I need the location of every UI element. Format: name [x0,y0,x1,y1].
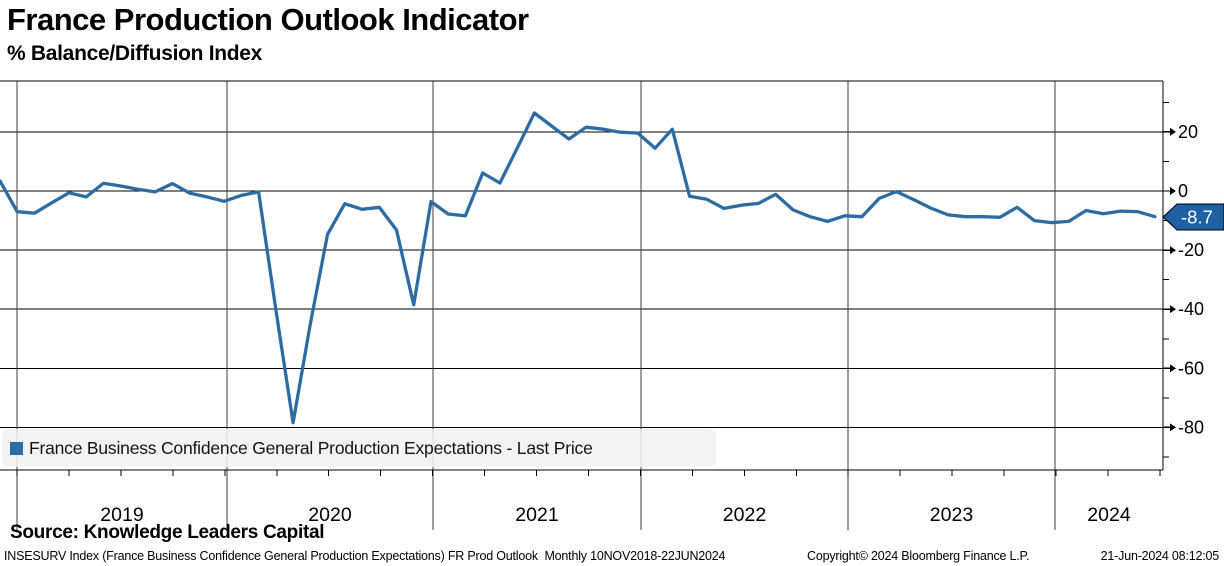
footer-timestamp: 21-Jun-2024 08:12:05 [1100,549,1220,563]
legend-series-marker-icon [10,441,23,455]
y-axis-tick-label: -80 [1178,417,1204,437]
gridlines: 20 0 -20 -40 -60 -80 [0,80,1204,530]
x-axis-year-label: 2019 [100,504,143,526]
y-axis-tick-label: 20 [1178,122,1198,142]
x-axis-year-label: 2020 [308,504,352,526]
last-price-badge [1162,203,1224,231]
y-axis-tick-label: -40 [1178,299,1204,319]
chart-subtitle: % Balance/Diffusion Index [7,42,263,65]
y-axis-tick-label: -20 [1178,240,1204,260]
x-axis-year-label: 2024 [1087,504,1131,526]
footer-ticker-description: INSESURV Index (France Business Confiden… [4,549,726,563]
x-axis-year-label: 2021 [515,504,558,526]
y-axis-tick-label: 0 [1178,181,1188,201]
chart-canvas: 20 0 -20 -40 -60 -80 2019 2020 2021 2022 2023 2024 -… [0,80,1224,530]
y-axis-arrow-tick-icon [1170,127,1176,136]
x-axis-year-label: 2023 [930,504,973,526]
source-attribution: Source: Knowledge Leaders Capital [10,522,325,543]
chart-area: 20 0 -20 -40 -60 -80 2019 2020 2021 2022 2023 2024 -… [0,78,1224,538]
y-axis-arrow-tick-icon [1170,246,1176,255]
legend-series-label: France Business Confidence General Produ… [29,437,593,458]
y-axis-arrow-tick-icon [1170,305,1176,314]
y-axis-arrow-tick-icon [1170,423,1176,432]
y-axis-arrow-tick-icon [1170,187,1176,195]
footer-copyright: Copyright© 2024 Bloomberg Finance L.P. [807,549,1030,563]
legend: France Business Confidence General Produ… [2,429,716,467]
page-title: France Production Outlook Indicator [7,2,529,37]
series-line [0,111,1157,425]
y-axis-arrow-tick-icon [1170,364,1176,373]
x-axis-year-label: 2022 [723,504,766,526]
y-axis-tick-label: -60 [1178,358,1204,378]
last-price-badge-value: -8.7 [1181,207,1213,228]
